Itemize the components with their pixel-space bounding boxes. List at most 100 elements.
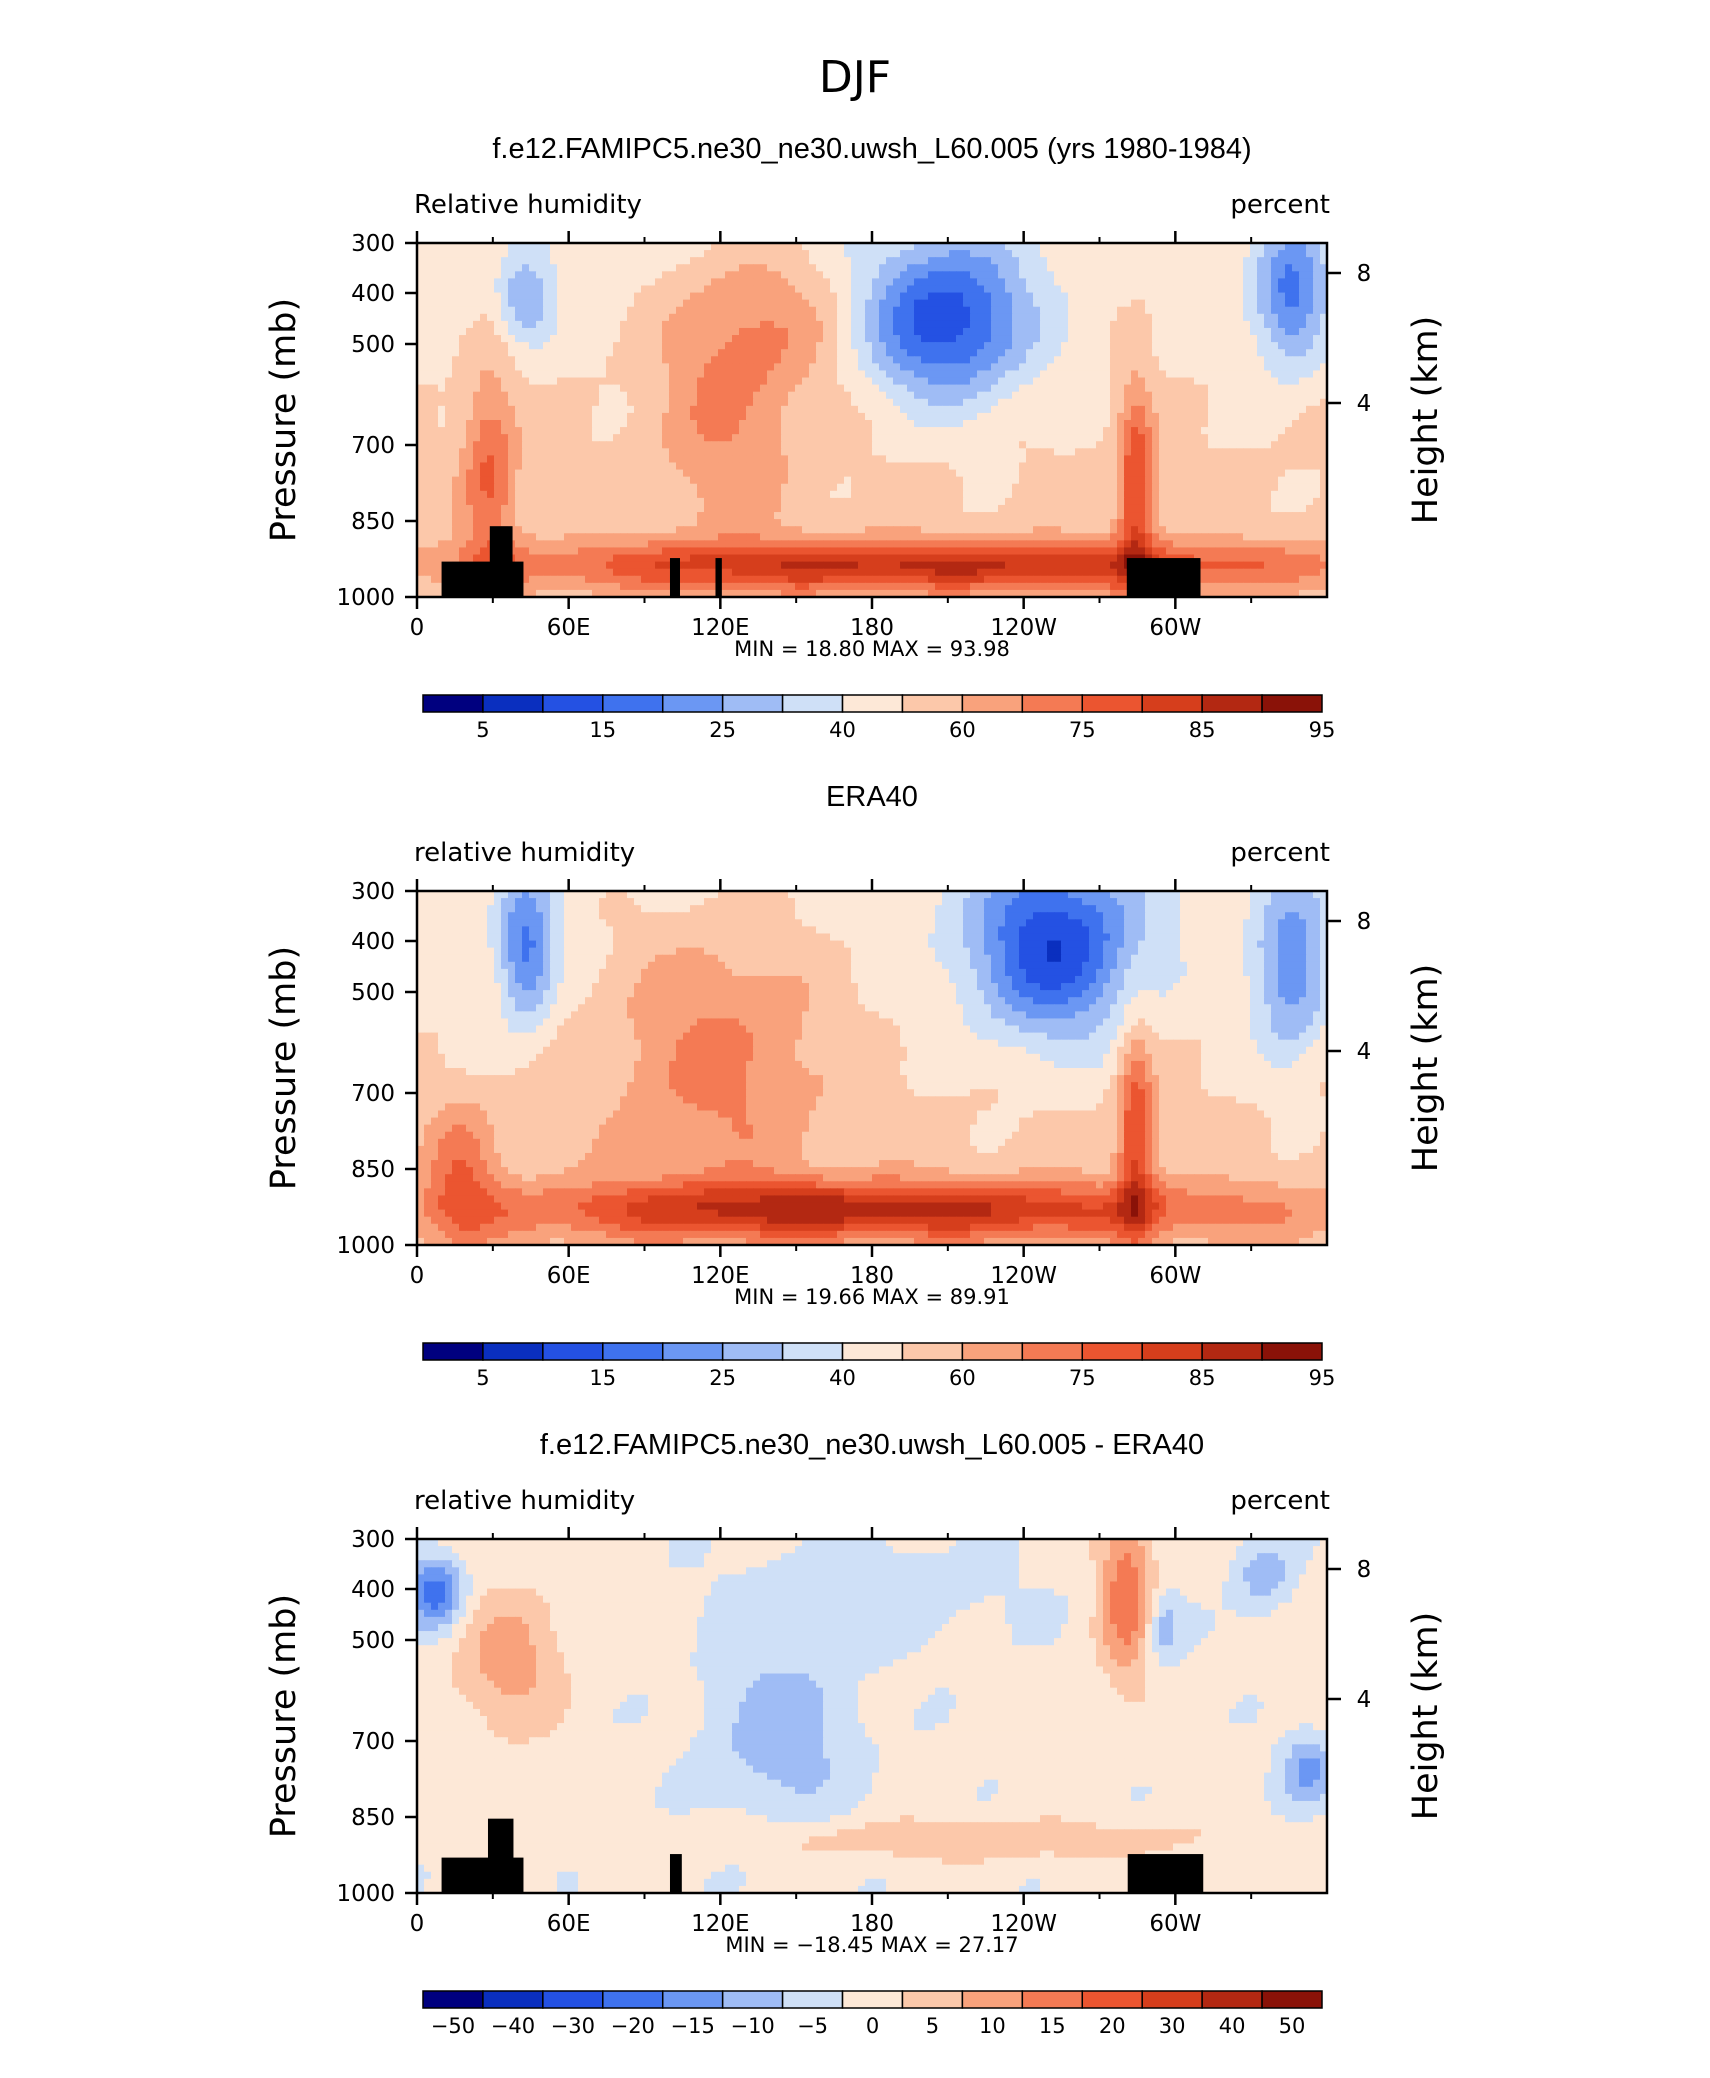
contour-cell [991,484,999,492]
contour-cell [599,278,607,286]
contour-cell [977,385,985,393]
contour-cell [424,314,432,322]
contour-cell [690,363,698,371]
contour-cell [438,321,446,329]
contour-cell [494,307,502,315]
contour-cell [1068,455,1076,463]
contour-cell [739,278,747,286]
contour-cell [501,307,509,315]
contour-cell [1194,370,1202,378]
contour-cell [963,505,971,513]
contour-cell [487,278,495,286]
contour-cell [865,399,873,407]
contour-cell [1159,448,1167,456]
contour-cell [627,427,635,435]
contour-cell [900,399,908,407]
contour-cell [1005,250,1013,258]
contour-cell [550,448,558,456]
contour-cell [1131,300,1139,308]
contour-cell [501,328,509,336]
contour-cell [1243,498,1251,506]
contour-cell [599,370,607,378]
contour-cell [452,264,460,272]
contour-cell [1096,448,1104,456]
contour-cell [459,328,467,336]
contour-cell [1138,413,1146,421]
contour-cell [648,406,656,414]
contour-cell [445,250,453,258]
contour-cell [851,257,859,265]
contour-cell [1250,293,1258,301]
contour-cell [858,307,866,315]
contour-cell [634,392,642,400]
contour-cell [956,491,964,499]
contour-cell [1075,335,1083,343]
contour-cell [1278,413,1286,421]
contour-cell [1145,385,1153,393]
contour-cell [725,512,733,520]
contour-cell [592,356,600,364]
contour-cell [949,498,957,506]
contour-cell [1138,470,1146,478]
contour-cell [956,271,964,279]
contour-cell [424,498,432,506]
contour-cell [1180,498,1188,506]
contour-cell [1222,484,1230,492]
panel-1: f.e12.FAMIPC5.ne30_ne30.uwsh_L60.005 (yr… [264,133,1446,742]
contour-cell [1180,470,1188,478]
contour-cell [837,370,845,378]
contour-cell [1075,285,1083,293]
contour-cell [1187,314,1195,322]
contour-cell [648,448,656,456]
contour-cell [648,285,656,293]
contour-cell [1187,420,1195,428]
contour-cell [725,356,733,364]
contour-cell [452,321,460,329]
contour-cell [501,484,509,492]
contour-cell [459,392,467,400]
contour-cell [1229,427,1237,435]
contour-cell [956,477,964,485]
contour-cell [1257,342,1265,350]
contour-cell [781,356,789,364]
contour-cell [900,307,908,315]
contour-cell [1012,448,1020,456]
contour-cell [473,342,481,350]
contour-cell [529,455,537,463]
contour-cell [886,285,894,293]
contour-cell [690,455,698,463]
contour-cell [1005,392,1013,400]
contour-cell [1026,363,1034,371]
contour-cell [802,505,810,513]
contour-cell [1103,470,1111,478]
contour-cell [893,448,901,456]
contour-cell [837,392,845,400]
contour-cell [767,328,775,336]
contour-cell [970,307,978,315]
contour-cell [669,363,677,371]
contour-cell [949,385,957,393]
contour-cell [1313,370,1321,378]
contour-cell [662,342,670,350]
contour-cell [704,448,712,456]
contour-cell [480,434,488,442]
contour-cell [760,462,768,470]
contour-cell [655,307,663,315]
contour-cell [445,406,453,414]
contour-cell [452,293,460,301]
contour-cell [1082,257,1090,265]
contour-cell [949,264,957,272]
contour-cell [1208,307,1216,315]
contour-cell [1138,406,1146,414]
contour-cell [1208,285,1216,293]
contour-cell [676,441,684,449]
contour-cell [697,385,705,393]
contour-cell [879,264,887,272]
contour-cell [928,498,936,506]
contour-cell [536,462,544,470]
contour-cell [1299,498,1307,506]
contour-cell [641,498,649,506]
contour-cell [550,498,558,506]
contour-cell [746,264,754,272]
contour-cell [683,448,691,456]
